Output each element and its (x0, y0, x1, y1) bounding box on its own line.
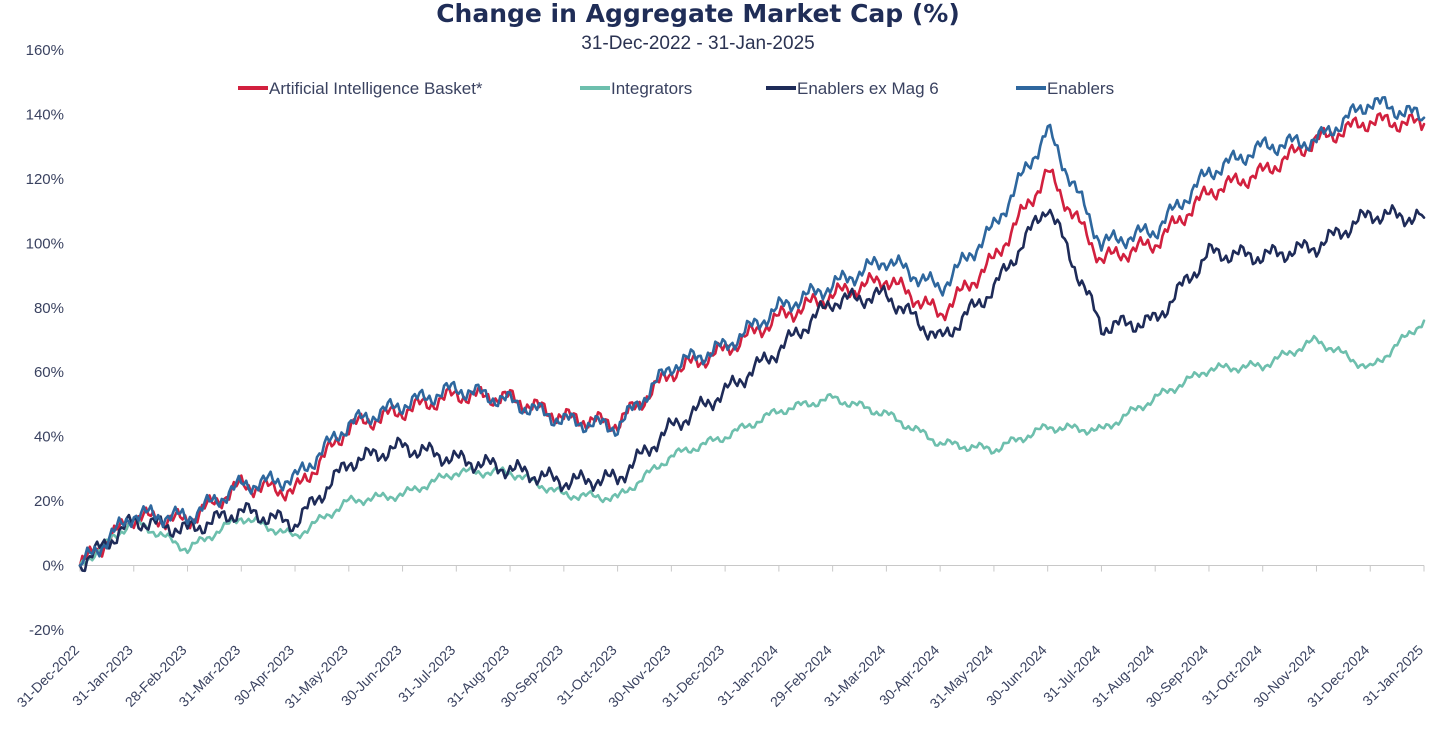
y-tick-label: 40% (34, 429, 64, 446)
y-tick-label: 140% (26, 106, 64, 123)
y-axis: -20% 0% 20% 40% 60% 80% 100% 120% 140% 160% (26, 42, 64, 639)
series-line-integrators (78, 319, 1426, 567)
legend-label: Enablers ex Mag 6 (797, 79, 939, 98)
chart-subtitle: 31-Dec-2022 - 31-Jan-2025 (581, 33, 814, 54)
y-tick-label: 80% (34, 300, 64, 317)
legend-label: Integrators (611, 79, 692, 98)
y-tick-label: 0% (42, 558, 64, 575)
y-tick-label: 100% (26, 235, 64, 252)
plot-series (78, 96, 1426, 573)
legend-label: Enablers (1047, 79, 1114, 98)
y-tick-label: 120% (26, 171, 64, 188)
legend-label: Artificial Intelligence Basket* (269, 79, 483, 98)
y-tick-label: 160% (26, 42, 64, 59)
y-tick-label: -20% (29, 622, 64, 639)
chart-title: Change in Aggregate Market Cap (%) (436, 0, 960, 28)
series-line-artificial-intelligence-basket (78, 112, 1426, 567)
chart-legend: Artificial Intelligence Basket* Integrato… (238, 79, 1114, 98)
y-tick-label: 20% (34, 493, 64, 510)
series-line-enablers-ex-mag-6 (78, 204, 1426, 573)
x-axis: 31-Dec-202231-Jan-202328-Feb-202331-Mar-… (14, 565, 1426, 711)
series-line-enablers (78, 96, 1426, 567)
y-tick-label: 60% (34, 364, 64, 381)
